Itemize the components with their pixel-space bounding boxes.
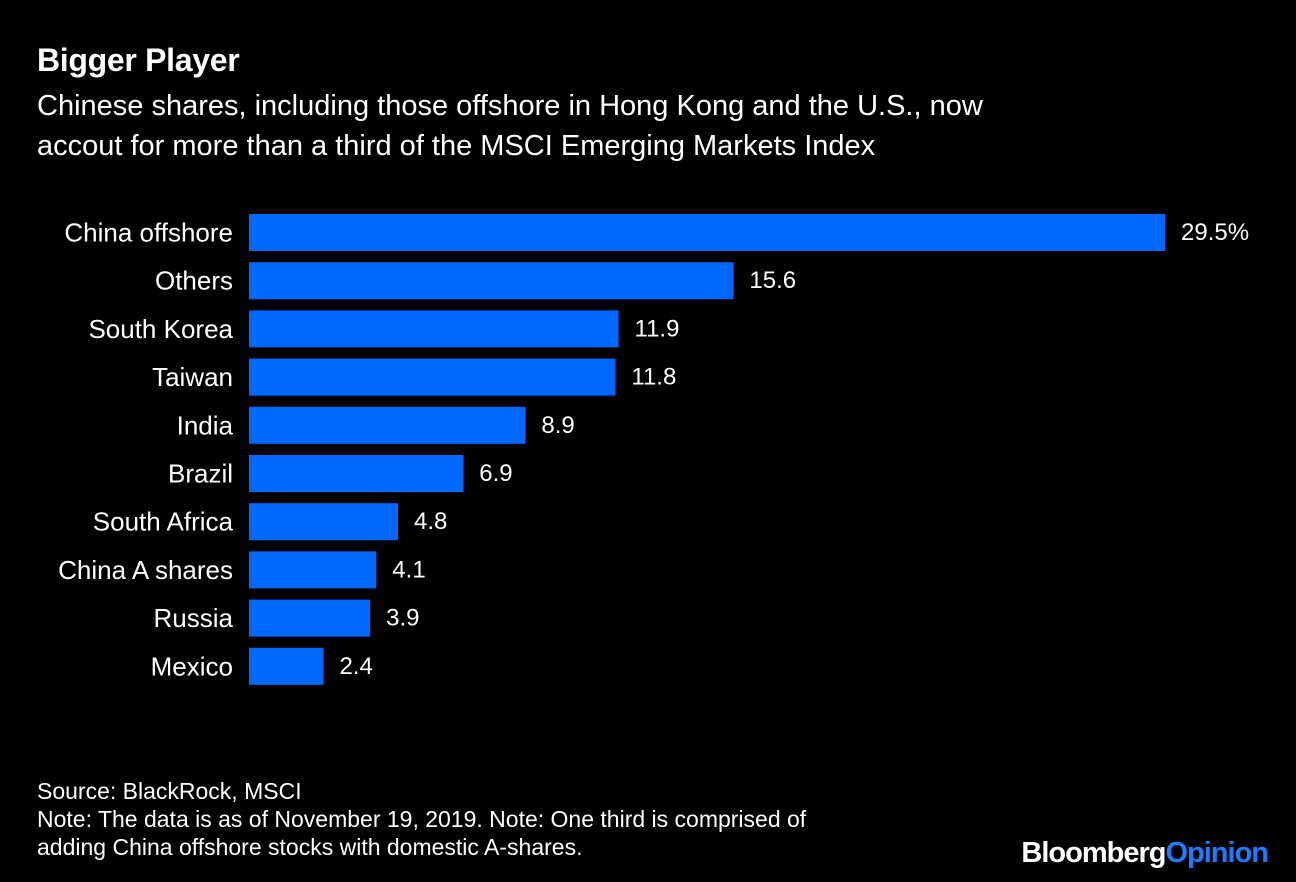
category-label-south-africa: South Africa [93,507,234,537]
bar-russia [249,599,371,637]
chart-footer: Source: BlackRock, MSCI Note: The data i… [37,777,806,861]
category-label-others: Others [155,266,233,296]
value-label-china-a-shares: 4.1 [392,556,425,583]
bar-china-offshore [249,214,1165,251]
bar-south-africa [249,503,399,541]
category-label-china-a-shares: China A shares [58,555,233,585]
brand-name: Bloomberg [1021,837,1166,869]
value-label-china-offshore: 29.5% [1181,219,1249,246]
category-label-china-offshore: China offshore [64,218,233,248]
value-label-india: 8.9 [541,412,574,439]
note-line-1: Note: The data is as of November 19, 201… [37,806,807,832]
value-label-others: 15.6 [749,267,796,294]
category-label-mexico: Mexico [151,651,233,681]
bar-chart: China offshore 29.5% Others 15.6 South Korea… [58,214,1249,685]
category-label-india: India [177,410,234,440]
bar-india [249,406,526,444]
category-label-south-korea: South Korea [88,314,233,344]
value-label-taiwan: 11.8 [631,364,676,391]
value-label-south-korea: 11.9 [635,315,680,342]
value-label-south-africa: 4.8 [414,508,447,535]
value-label-brazil: 6.9 [479,460,512,487]
bloomberg-opinion-logo: BloombergOpinion [1021,837,1269,870]
bar-others [249,262,734,300]
note-line-2: adding China offshore stocks with domest… [37,834,583,860]
bar-china-a-shares [249,551,377,589]
bar-mexico [249,647,324,685]
value-label-russia: 3.9 [386,605,419,632]
bar-south-korea [249,310,619,348]
category-label-brazil: Brazil [168,459,233,489]
category-label-taiwan: Taiwan [152,362,233,392]
category-label-russia: Russia [154,603,234,633]
chart-subtitle: Chinese shares, including those offshore… [37,86,1237,166]
subtitle-line-2: accout for more than a third of the MSCI… [37,130,876,162]
bar-brazil [249,455,464,492]
value-label-mexico: 2.4 [340,653,373,680]
brand-suffix: Opinion [1165,837,1269,869]
subtitle-line-1: Chinese shares, including those offshore… [37,90,983,122]
source-note: Source: BlackRock, MSCI [37,778,302,804]
chart-title: Bigger Player [37,42,240,78]
bar-taiwan [249,358,616,396]
